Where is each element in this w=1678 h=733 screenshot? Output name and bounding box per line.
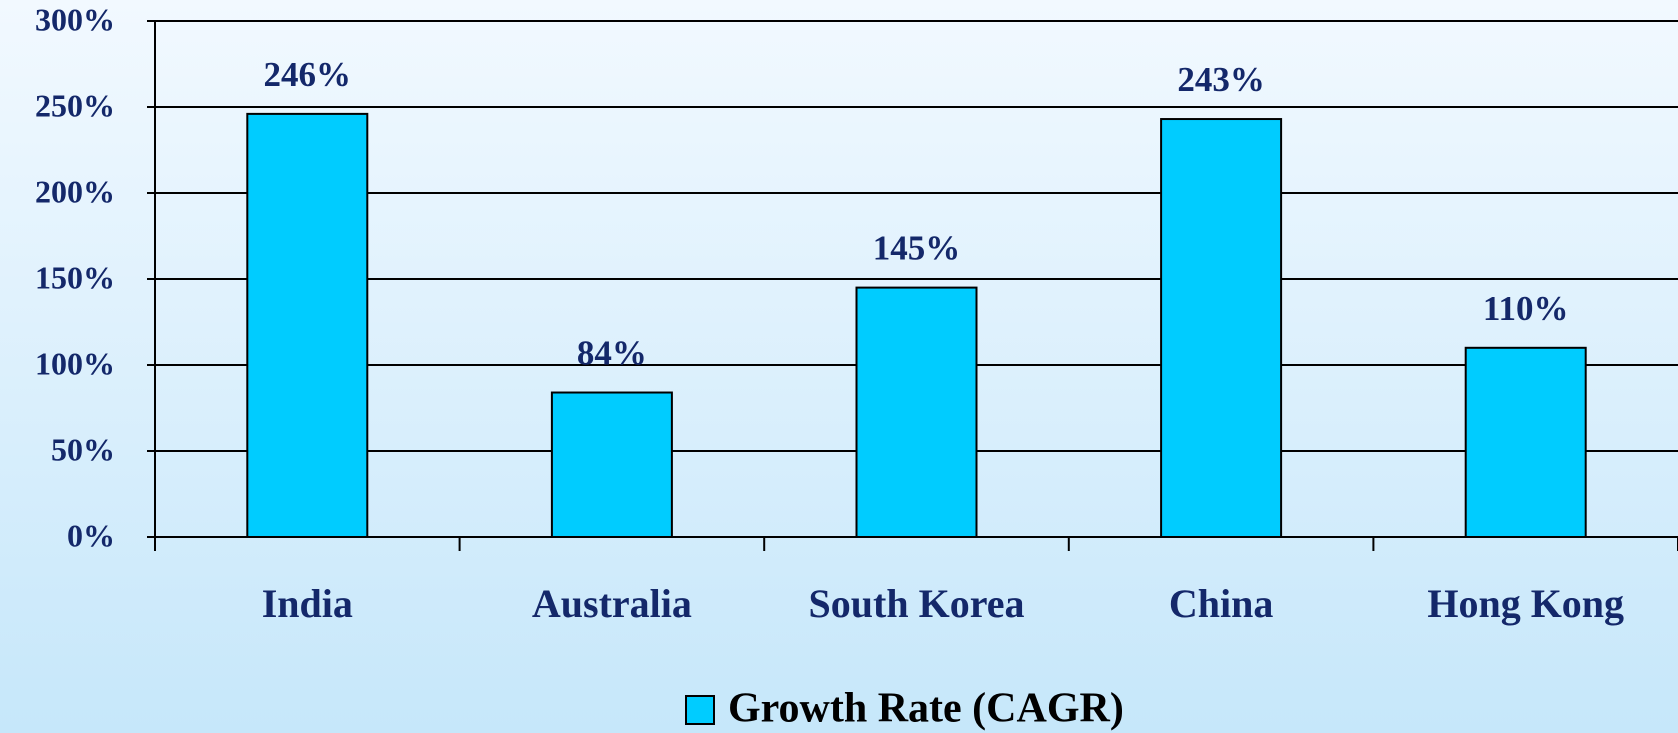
- bar: [855, 286, 978, 538]
- legend-swatch: [685, 695, 715, 725]
- bar: [550, 391, 673, 538]
- bar: [1160, 118, 1283, 538]
- value-label: 246%: [264, 55, 352, 94]
- y-tick-label: 150%: [35, 259, 115, 295]
- x-tick-label: Australia: [532, 581, 692, 626]
- x-tick-label: India: [262, 581, 353, 626]
- y-tick-label: 100%: [35, 345, 115, 381]
- value-label: 84%: [577, 334, 647, 373]
- y-tick-label: 300%: [35, 1, 115, 37]
- y-tick-label: 200%: [35, 173, 115, 209]
- x-tick-label: South Korea: [809, 581, 1025, 626]
- value-label: 145%: [873, 229, 961, 268]
- y-tick-label: 50%: [51, 431, 115, 467]
- x-tick-label: China: [1169, 581, 1274, 626]
- value-label: 243%: [1177, 60, 1265, 99]
- legend-label: Growth Rate (CAGR): [728, 686, 1124, 732]
- y-tick-label: 0%: [67, 517, 115, 553]
- x-tick-label: Hong Kong: [1427, 581, 1624, 626]
- value-label: 110%: [1483, 289, 1569, 328]
- y-tick-label: 250%: [35, 87, 115, 123]
- bar: [246, 112, 369, 538]
- bar: [1464, 346, 1587, 538]
